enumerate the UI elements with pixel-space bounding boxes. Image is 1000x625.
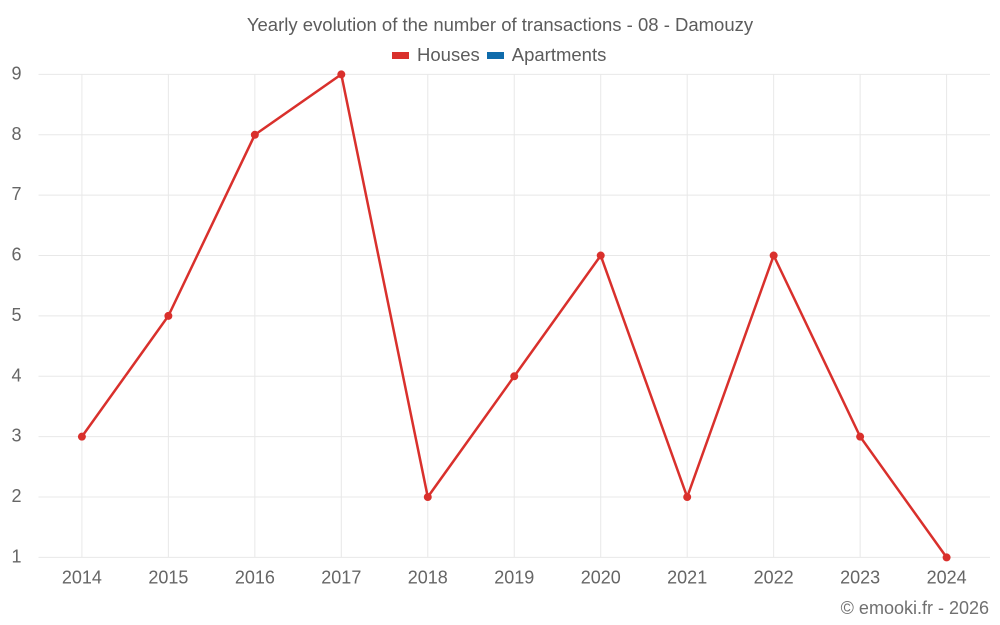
svg-text:2016: 2016 [235, 567, 275, 587]
svg-text:9: 9 [11, 63, 21, 83]
svg-text:2020: 2020 [581, 567, 621, 587]
svg-text:6: 6 [11, 245, 21, 265]
svg-text:3: 3 [11, 426, 21, 446]
svg-text:4: 4 [11, 365, 21, 385]
svg-text:2014: 2014 [62, 567, 102, 587]
svg-text:5: 5 [11, 305, 21, 325]
svg-text:2023: 2023 [840, 567, 880, 587]
svg-text:2018: 2018 [408, 567, 448, 587]
svg-text:1: 1 [11, 546, 21, 566]
svg-text:7: 7 [11, 184, 21, 204]
svg-text:2019: 2019 [494, 567, 534, 587]
svg-text:2022: 2022 [754, 567, 794, 587]
svg-text:8: 8 [11, 124, 21, 144]
svg-text:2021: 2021 [667, 567, 707, 587]
svg-text:2024: 2024 [927, 567, 967, 587]
svg-text:2015: 2015 [148, 567, 188, 587]
svg-text:2017: 2017 [321, 567, 361, 587]
svg-text:2: 2 [11, 486, 21, 506]
